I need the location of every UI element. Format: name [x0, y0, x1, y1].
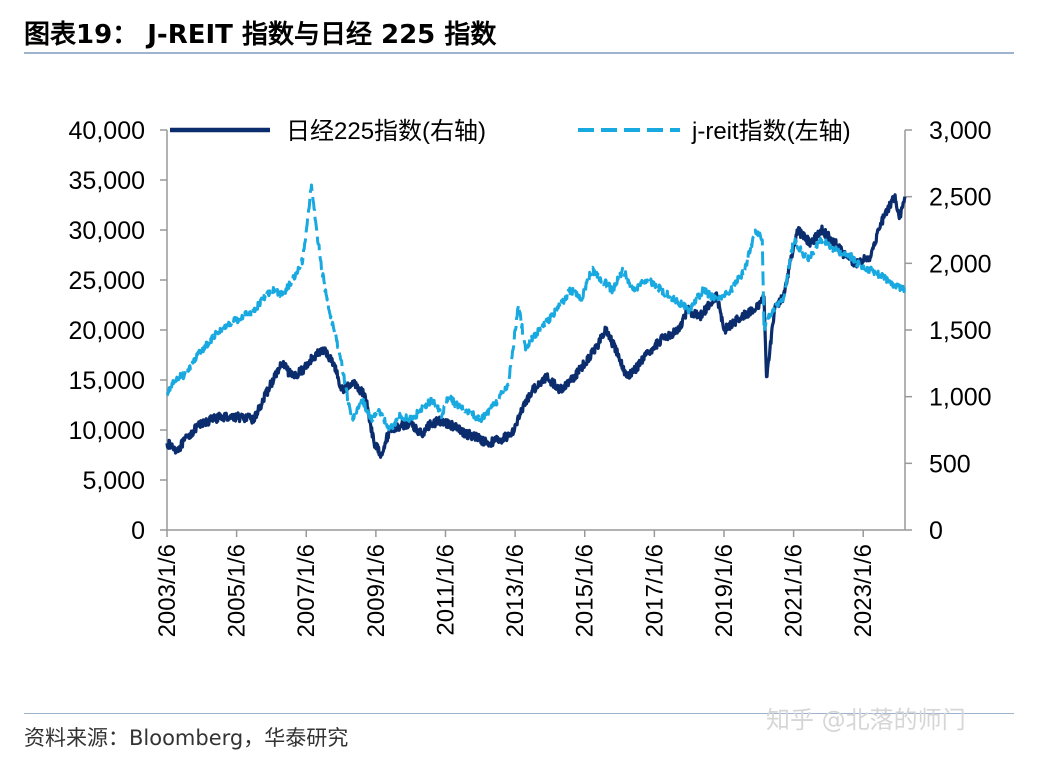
x-tick-label: 2019/1/6 — [711, 544, 738, 637]
watermark-text: 知乎 @北落的师门 — [766, 706, 966, 734]
jreit-series-line — [166, 183, 907, 432]
left-tick-label: 40,000 — [69, 117, 145, 145]
right-tick-label: 1,500 — [929, 317, 992, 345]
right-tick-label: 500 — [929, 450, 971, 478]
x-tick-label: 2007/1/6 — [293, 544, 320, 637]
chart-title: 图表19： J-REIT 指数与日经 225 指数 — [24, 20, 497, 50]
right-tick-label: 2,000 — [929, 250, 992, 278]
footer-divider — [24, 713, 1014, 714]
left-tick-label: 5,000 — [82, 467, 145, 495]
nikkei-225-series-line — [165, 193, 907, 459]
right-tick-label: 1,000 — [929, 384, 992, 412]
legend-nikkei-label: 日经225指数(右轴) — [286, 118, 486, 145]
axes-group: 0 5,000 10,000 15,000 20,000 25,000 30,000 35,0… — [69, 117, 992, 637]
x-tick-label: 2005/1/6 — [224, 544, 251, 637]
left-tick-label: 25,000 — [69, 267, 145, 295]
x-tick-label: 2011/1/6 — [432, 544, 459, 636]
x-tick-label: 2009/1/6 — [363, 544, 390, 637]
left-tick-label: 30,000 — [69, 217, 145, 245]
right-tick-label: 0 — [929, 517, 943, 545]
x-tick-label: 2017/1/6 — [641, 544, 668, 637]
source-note: 资料来源：Bloomberg，华泰研究 — [24, 726, 349, 750]
legend-jreit-label: j-reit指数(左轴) — [691, 118, 851, 145]
x-tick-label: 2003/1/6 — [154, 544, 181, 637]
left-tick-label: 15,000 — [69, 367, 145, 395]
dual-axis-line-chart: 0 5,000 10,000 15,000 20,000 25,000 30,000 35,0… — [69, 117, 992, 637]
x-tick-label: 2021/1/6 — [781, 544, 808, 637]
right-tick-label: 2,500 — [929, 184, 992, 212]
left-tick-label: 20,000 — [69, 317, 145, 345]
x-tick-label: 2023/1/6 — [850, 544, 877, 637]
left-tick-label: 0 — [131, 517, 145, 545]
x-tick-label: 2013/1/6 — [502, 544, 529, 637]
left-tick-label: 10,000 — [69, 417, 145, 445]
left-tick-label: 35,000 — [69, 167, 145, 195]
right-tick-label: 3,000 — [929, 117, 992, 145]
legend-group: 日经225指数(右轴) j-reit指数(左轴) — [170, 118, 851, 145]
series-group — [165, 183, 907, 459]
x-tick-label: 2015/1/6 — [572, 544, 599, 637]
title-divider — [24, 52, 1014, 54]
